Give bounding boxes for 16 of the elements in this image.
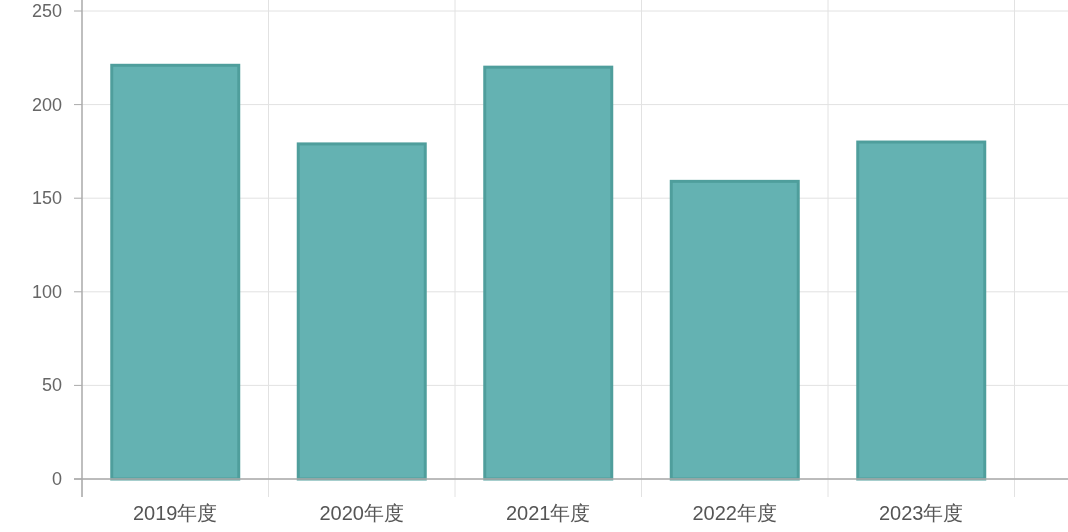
bar xyxy=(856,140,987,481)
x-tick-label: 2020年度 xyxy=(319,502,404,524)
y-tick-label: 200 xyxy=(31,94,62,115)
bar xyxy=(483,65,614,481)
x-tick-label: 2021年度 xyxy=(506,502,591,524)
y-tick-label: 50 xyxy=(41,375,62,396)
bar xyxy=(296,142,427,481)
bar xyxy=(110,63,241,481)
y-tick-label: 100 xyxy=(31,281,62,302)
x-tick-label: 2019年度 xyxy=(133,502,218,524)
y-tick-label: 0 xyxy=(51,469,62,489)
y-tick-label: 250 xyxy=(31,1,62,21)
x-tick-label: 2023年度 xyxy=(879,502,964,524)
bar xyxy=(669,179,800,481)
x-tick-label: 2022年度 xyxy=(692,502,777,524)
y-tick-label: 150 xyxy=(31,188,62,209)
